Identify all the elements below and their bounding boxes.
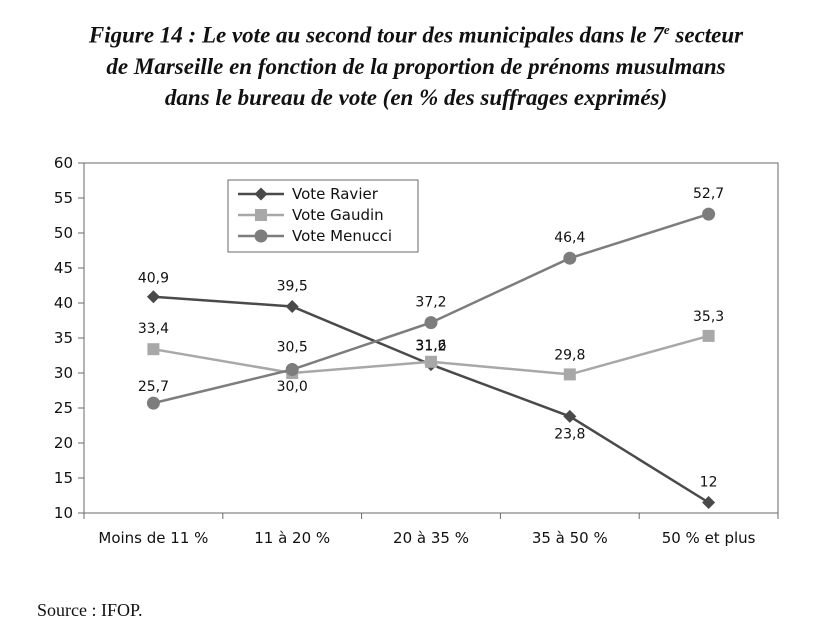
data-label: 31,2 — [415, 339, 446, 355]
chart-title: Figure 14 : Le vote au second tour des m… — [0, 14, 832, 113]
data-label: 25,7 — [138, 379, 169, 395]
y-tick-label: 55 — [54, 189, 73, 207]
legend-marker — [254, 229, 268, 243]
title-line-2: de Marseille en fonction de la proportio… — [106, 53, 726, 79]
x-tick-label: 35 à 50 % — [532, 529, 608, 547]
data-label: 52,7 — [693, 186, 724, 202]
y-tick-label: 45 — [54, 259, 73, 277]
y-tick-label: 40 — [54, 294, 73, 312]
data-point-2 — [146, 396, 160, 410]
legend-marker — [254, 187, 268, 201]
data-label: 33,4 — [138, 321, 169, 337]
legend-label: Vote Menucci — [292, 227, 392, 245]
data-point-0 — [146, 290, 160, 304]
data-label: 31,6 — [415, 338, 446, 354]
data-point-1 — [147, 343, 160, 356]
x-tick-label: 11 à 20 % — [254, 529, 330, 547]
data-point-1 — [702, 329, 715, 342]
x-tick-label: 20 à 35 % — [393, 529, 469, 547]
data-point-1 — [563, 368, 576, 381]
title-line-3: dans le bureau de vote (en % des suffrag… — [164, 84, 668, 110]
legend-label: Vote Gaudin — [292, 206, 384, 224]
data-label: 30,5 — [277, 340, 308, 356]
title-line-1: Figure 14 : Le vote au second tour des m… — [88, 22, 744, 48]
data-label: 30,0 — [277, 379, 308, 395]
legend-marker — [255, 209, 267, 221]
y-tick-label: 35 — [54, 329, 73, 347]
data-label: 37,2 — [415, 295, 446, 311]
legend-label: Vote Ravier — [292, 185, 379, 203]
data-point-0 — [563, 409, 577, 423]
source-note: Source : IFOP. — [37, 600, 143, 620]
data-point-2 — [563, 251, 577, 265]
data-point-0 — [285, 300, 299, 313]
data-point-2 — [702, 207, 716, 221]
data-label: 39,5 — [277, 279, 308, 295]
y-tick-label: 30 — [54, 364, 73, 382]
y-tick-label: 20 — [54, 434, 73, 452]
x-tick-label: Moins de 11 % — [98, 529, 208, 547]
y-tick-label: 50 — [54, 224, 73, 242]
y-tick-label: 15 — [54, 469, 73, 487]
data-point-0 — [702, 496, 716, 509]
y-tick-label: 10 — [54, 504, 73, 522]
data-label: 46,4 — [554, 230, 585, 246]
data-label: 23,8 — [554, 426, 585, 442]
data-label: 40,9 — [138, 271, 169, 287]
y-tick-label: 25 — [54, 399, 73, 417]
data-point-2 — [424, 316, 438, 330]
data-point-1 — [425, 355, 437, 368]
data-label: 29,8 — [554, 347, 585, 363]
x-tick-label: 50 % et plus — [662, 529, 756, 547]
data-point-2 — [285, 363, 299, 376]
y-tick-label: 60 — [54, 154, 73, 172]
data-label: 12 — [700, 475, 718, 491]
data-label: 35,3 — [693, 309, 724, 325]
